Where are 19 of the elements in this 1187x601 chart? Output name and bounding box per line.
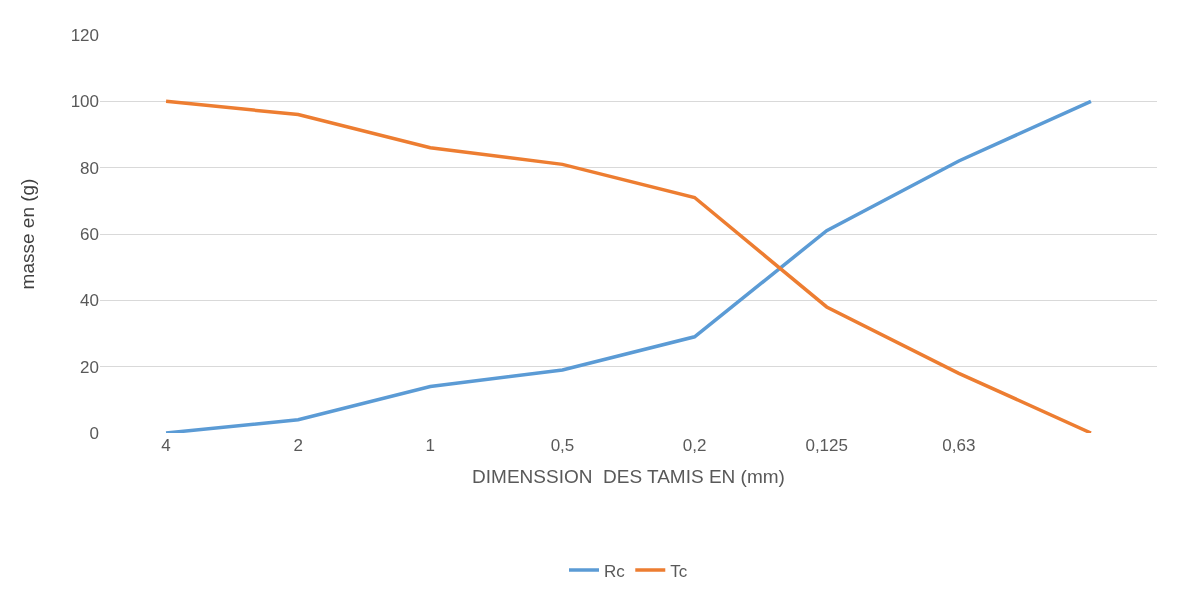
line-series bbox=[164, 99, 1093, 433]
y-tick-label: 20 bbox=[80, 357, 99, 377]
y-tick-label: 0 bbox=[89, 423, 99, 443]
x-tick-label: 0,5 bbox=[550, 436, 575, 455]
x-tick-label: 0,125 bbox=[805, 436, 848, 455]
x-tick-label: 0,2 bbox=[682, 436, 707, 455]
x-tick-label: 4 bbox=[161, 436, 171, 455]
y-tick-label: 100 bbox=[70, 92, 99, 112]
legend-label: Rc bbox=[604, 561, 626, 581]
x-tick-label: 2 bbox=[293, 436, 303, 455]
x-tick-label: 0,63 bbox=[942, 436, 976, 455]
y-tick-label: 80 bbox=[80, 158, 99, 178]
y-tick-label: 120 bbox=[70, 25, 99, 45]
y-tick-label: 40 bbox=[80, 291, 99, 311]
y-axis-title: masse en (g) bbox=[17, 178, 39, 290]
x-axis-title: DIMENSSION DES TAMIS EN (mm) bbox=[472, 465, 785, 487]
legend-label: Tc bbox=[670, 561, 688, 581]
x-tick-label: 1 bbox=[425, 436, 436, 455]
y-tick-label: 60 bbox=[80, 224, 99, 244]
